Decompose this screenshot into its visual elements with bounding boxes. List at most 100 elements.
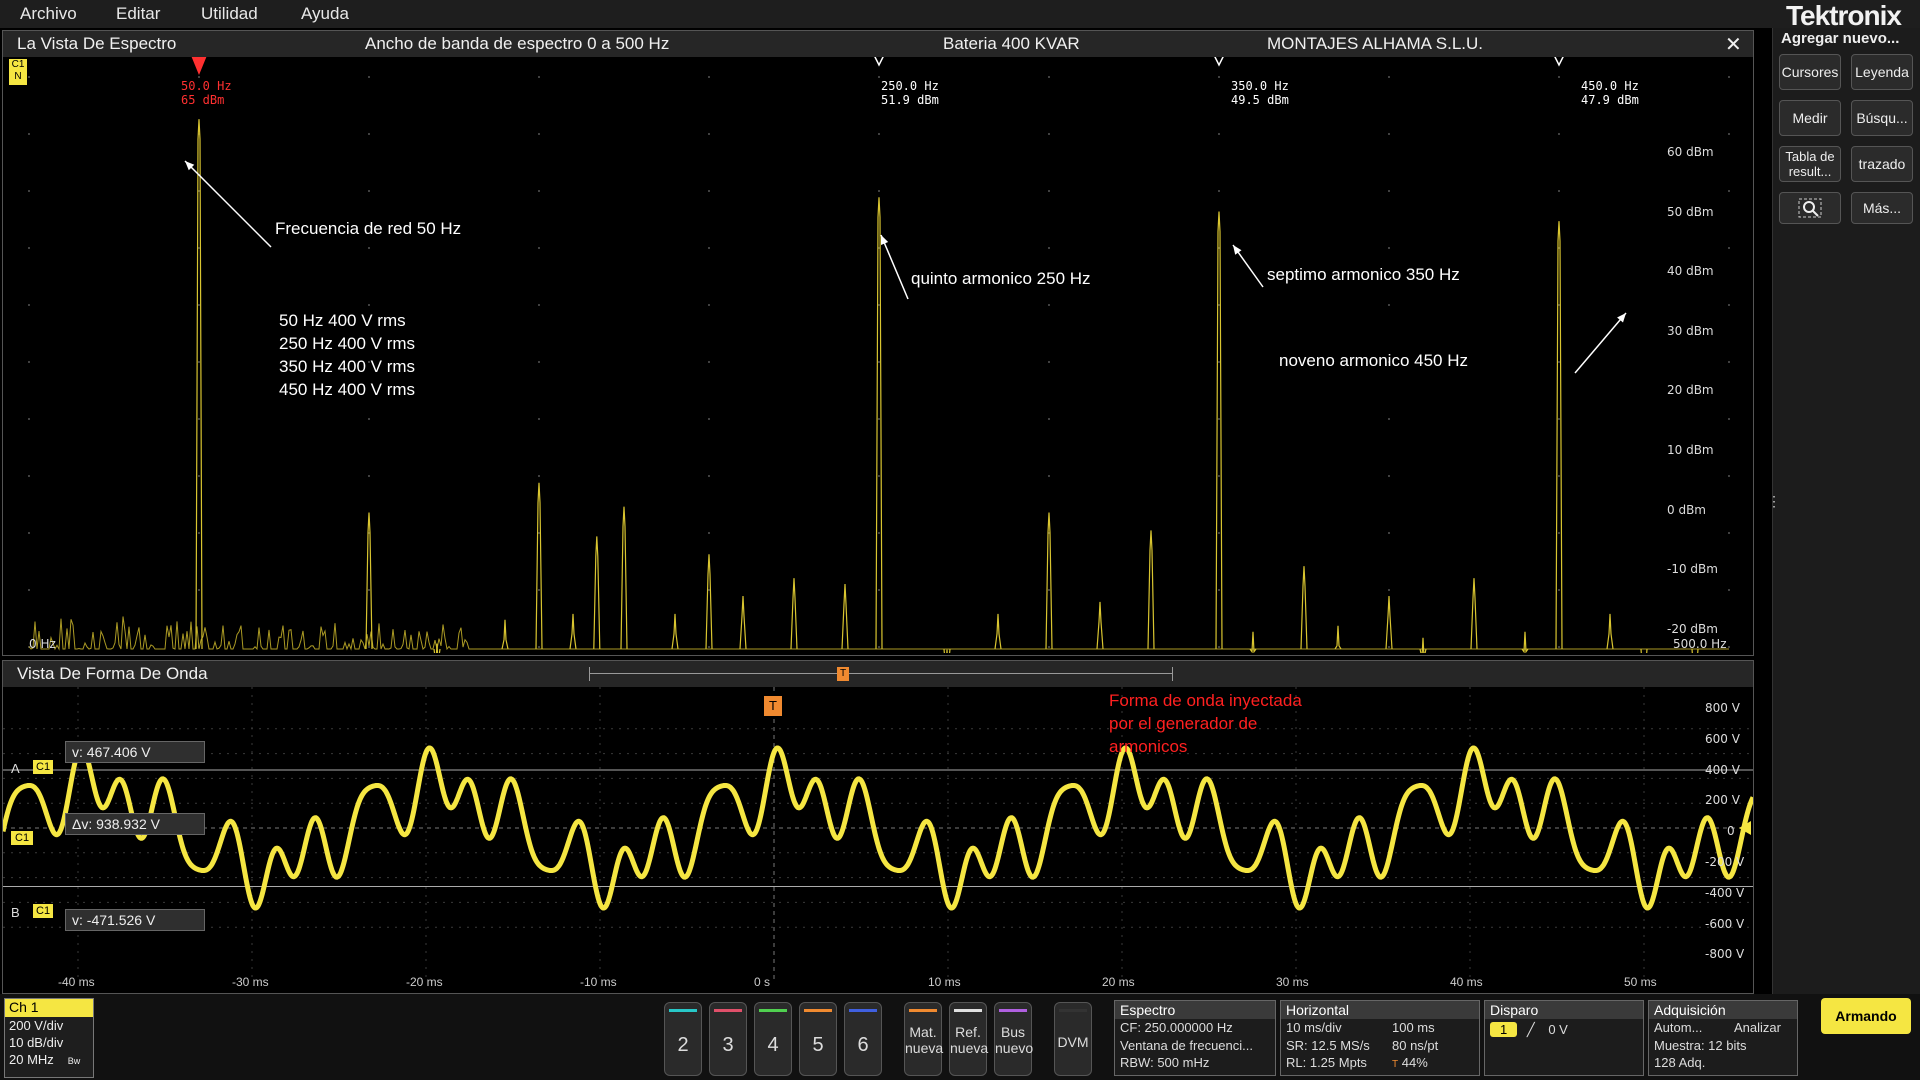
waveform-y-tick-label: 0 — [1727, 824, 1735, 839]
acquisition-count: 128 Adq. — [1654, 1055, 1706, 1070]
harmonic-peak — [535, 482, 543, 650]
trigger-marker[interactable]: T — [763, 695, 783, 717]
waveform-x-tick-label: 40 ms — [1450, 975, 1483, 989]
spectrum-rbw: RBW: 500 mHz — [1120, 1055, 1210, 1070]
channel1-badge[interactable]: Ch 1 200 V/div 10 dB/div 20 MHz Bw — [4, 998, 94, 1078]
grid-dot — [28, 589, 30, 591]
spectrum-window: Ventana de frecuenci... — [1120, 1037, 1253, 1053]
legend-button[interactable]: Leyenda — [1851, 54, 1913, 90]
grid-dot — [878, 361, 880, 363]
offset-arrow-icon — [1739, 821, 1751, 835]
grid-dot — [28, 133, 30, 135]
harmonic-peak — [593, 536, 601, 650]
channel-3-button[interactable]: 3 — [709, 1002, 747, 1076]
channel-5-button[interactable]: 5 — [799, 1002, 837, 1076]
record-view-bar[interactable] — [589, 667, 1173, 681]
spectrum-y-tick-label: 60 dBm — [1667, 145, 1714, 159]
cursors-button[interactable]: Cursores — [1779, 54, 1841, 90]
new-ref-button[interactable]: Ref. nueva — [949, 1002, 988, 1076]
grid-dot — [1728, 133, 1730, 135]
acquisition-settings-badge[interactable]: Adquisición Autom... Analizar Muestra: 12… — [1648, 1000, 1798, 1076]
channel-6-button[interactable]: 6 — [844, 1002, 882, 1076]
grid-dot — [1218, 190, 1220, 192]
horizontal-settings-badge[interactable]: Horizontal 10 ms/div 100 ms SR: 12.5 MS/s… — [1280, 1000, 1480, 1076]
new-bus-button[interactable]: Bus nuevo — [994, 1002, 1033, 1076]
grid-dot — [368, 646, 370, 648]
grid-dot — [1728, 589, 1730, 591]
grid-dot — [1558, 418, 1560, 420]
menu-archivo[interactable]: Archivo — [20, 4, 77, 23]
cursor-b-tag[interactable]: B — [11, 905, 20, 920]
harmonic-peak — [1419, 637, 1427, 653]
acquisition-mode: Autom... Analizar — [1654, 1020, 1781, 1035]
grid-dot — [198, 304, 200, 306]
close-icon[interactable]: ✕ — [1725, 34, 1742, 56]
grid-dot — [1048, 589, 1050, 591]
grid-dot — [1728, 304, 1730, 306]
zoom-icon[interactable] — [1779, 192, 1841, 224]
grid-dot — [538, 133, 540, 135]
results-table-button[interactable]: Tabla de result... — [1779, 146, 1841, 182]
spectrum-company-label: MONTAJES ALHAMA S.L.U. — [1267, 34, 1484, 53]
grid-dot — [1048, 646, 1050, 648]
grid-dot — [1388, 418, 1390, 420]
grid-dot — [28, 76, 30, 78]
grid-dot — [368, 133, 370, 135]
grid-dot — [1728, 190, 1730, 192]
grid-dot — [538, 190, 540, 192]
waveform-y-tick-label: -800 V — [1705, 947, 1745, 962]
marker-label-250: 250.0 Hz 51.9 dBm — [881, 79, 939, 107]
waveform-x-tick-label: 10 ms — [928, 975, 961, 989]
grid-dot — [198, 190, 200, 192]
menu-ayuda[interactable]: Ayuda — [301, 4, 349, 23]
marker-label-50: 50.0 Hz 65 dBm — [181, 79, 232, 107]
add-new-title: Agregar nuevo... — [1781, 30, 1900, 47]
new-math-button[interactable]: Mat. nueva — [904, 1002, 943, 1076]
channel-4-button[interactable]: 4 — [754, 1002, 792, 1076]
dvm-button[interactable]: DVM — [1054, 1002, 1092, 1076]
trigger-source: 1 — [1490, 1022, 1518, 1037]
annotation-7th: septimo armonico 350 Hz — [1267, 265, 1460, 284]
trigger-position-icon[interactable]: T — [837, 667, 849, 681]
horizontal-title: Horizontal — [1281, 1001, 1479, 1019]
run-state-button[interactable]: Armando — [1821, 998, 1911, 1034]
spectrum-settings-badge[interactable]: Espectro CF: 250.000000 Hz Ventana de fr… — [1114, 1000, 1276, 1076]
cursor-a-tag[interactable]: A — [11, 761, 20, 776]
panel-drag-handle[interactable]: ⋮ — [1767, 493, 1781, 509]
annotation-voltage-list: 50 Hz 400 V rms 250 Hz 400 V rms 350 Hz … — [279, 311, 416, 399]
annotation-fundamental: Frecuencia de red 50 Hz — [275, 219, 462, 238]
spectrum-y-tick-label: 20 dBm — [1667, 383, 1714, 398]
plot-button[interactable]: trazado — [1851, 146, 1913, 182]
menu-editar[interactable]: Editar — [116, 4, 161, 23]
grid-dot — [1388, 646, 1390, 648]
harmonic-peak — [1555, 221, 1563, 650]
grid-dot — [878, 190, 880, 192]
measure-button[interactable]: Medir — [1779, 100, 1841, 136]
channel1-offset-marker[interactable]: C1 — [11, 831, 34, 845]
trigger-setting: 1 ╱ 0 V — [1485, 1021, 1643, 1039]
grid-dot — [1558, 361, 1560, 363]
annotation-arrow-head — [1233, 245, 1242, 255]
grid-dot — [1218, 589, 1220, 591]
grid-dot — [1218, 76, 1220, 78]
harmonic-peak — [1385, 595, 1393, 650]
more-button[interactable]: Más... — [1851, 192, 1913, 224]
channel-2-button[interactable]: 2 — [664, 1002, 702, 1076]
grid-dot — [538, 361, 540, 363]
channel-tag[interactable]: C1 N — [9, 59, 27, 85]
spectrum-title: La Vista De Espectro — [17, 34, 177, 53]
menu-utilidad[interactable]: Utilidad — [201, 4, 258, 23]
trigger-settings-badge[interactable]: Disparo 1 ╱ 0 V — [1484, 1000, 1644, 1076]
grid-dot — [1728, 418, 1730, 420]
grid-dot — [1558, 589, 1560, 591]
waveform-title: Vista De Forma De Onda — [17, 664, 208, 683]
grid-dot — [538, 646, 540, 648]
grid-dot — [878, 247, 880, 249]
grid-dot — [538, 418, 540, 420]
search-button[interactable]: Búsqu... — [1851, 100, 1913, 136]
grid-dot — [368, 190, 370, 192]
grid-dot — [878, 76, 880, 78]
spectrum-y-tick-label: 0 dBm — [1667, 502, 1706, 517]
peak-marker — [874, 57, 884, 67]
menu-bar: Archivo Editar Utilidad Ayuda — [0, 0, 1920, 28]
